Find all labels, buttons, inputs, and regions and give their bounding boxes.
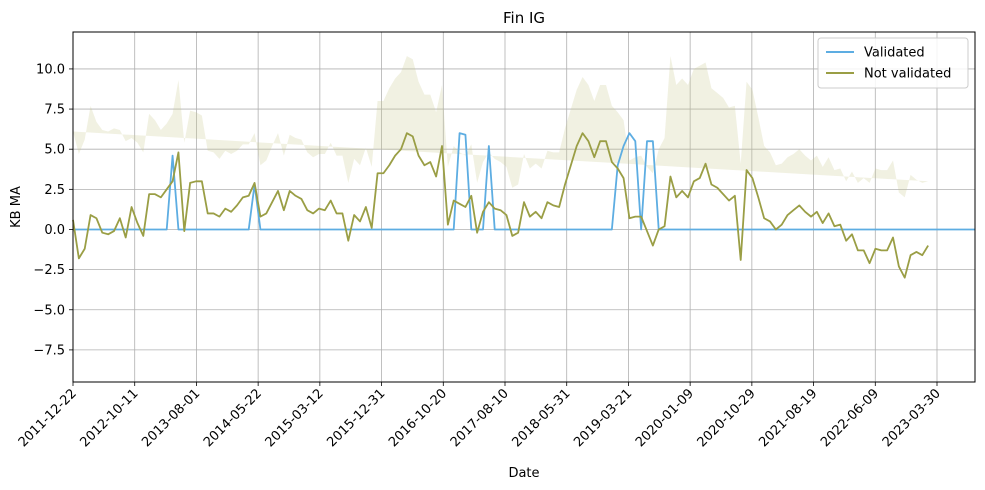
y-tick-label: −5.0 [33, 303, 65, 318]
chart-title: Fin IG [503, 9, 545, 27]
y-tick-label: 5.0 [44, 143, 65, 158]
series-lines [72, 132, 975, 279]
legend-label: Not validated [864, 67, 951, 82]
confidence-band [73, 56, 929, 198]
y-tick-label: 10.0 [36, 62, 65, 77]
legend-box [817, 37, 969, 89]
y-axis-ticks: −7.5 −5.0 −2.5 0.0 2.5 5.0 7.5 10.0 [33, 62, 73, 358]
plot-frame [72, 31, 976, 383]
y-axis-label: KB MA [9, 186, 24, 228]
legend: Validated Not validated [817, 37, 969, 89]
y-tick-label: 0.0 [44, 223, 65, 238]
y-tick-label: −2.5 [33, 263, 65, 278]
y-tick-label: 2.5 [44, 183, 65, 198]
uncertainty-band [73, 56, 929, 198]
series-line-validated [73, 132, 975, 231]
x-axis-label: Date [508, 466, 539, 481]
y-tick-label: 7.5 [44, 103, 65, 118]
series-line-not-validated [72, 132, 929, 279]
y-tick-label: −7.5 [33, 343, 65, 358]
legend-label: Validated [864, 46, 925, 61]
